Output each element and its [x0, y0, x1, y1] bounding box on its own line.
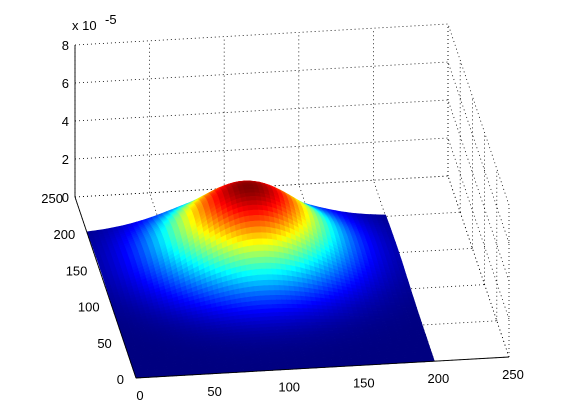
- surface-patch: [406, 292, 413, 296]
- z-tick-label: 4: [62, 114, 69, 129]
- z-exponent-label: x 10: [72, 18, 97, 33]
- grid-line-back-z: [74, 61, 449, 84]
- grid-line-side-z: [447, 23, 510, 206]
- y-tick-label: 150: [66, 263, 88, 278]
- grid-line-side-z: [447, 175, 510, 358]
- surface-patch: [408, 299, 416, 304]
- x-tick-label: 50: [207, 384, 221, 399]
- y-axis-line: [74, 196, 137, 379]
- surface-patch: [404, 286, 412, 291]
- x-tick-label: 100: [278, 380, 300, 395]
- y-tick-label: 50: [97, 336, 111, 351]
- surface-patch: [403, 284, 411, 288]
- x-tick-label: 200: [428, 371, 450, 386]
- y-tick-label: 0: [117, 372, 124, 387]
- surface-patch: [407, 294, 414, 298]
- surface-layer: [86, 180, 435, 379]
- grid-line-back-z: [74, 23, 449, 46]
- x-tick-label: 0: [136, 388, 143, 403]
- grid-line-side-z: [447, 137, 510, 320]
- grid-line-back-z: [74, 99, 449, 122]
- grid-line-side-z: [447, 61, 510, 244]
- z-tick-label: 6: [62, 76, 69, 91]
- y-tick-label: 200: [53, 227, 75, 242]
- x-tick-label: 150: [353, 375, 375, 390]
- z-tick-label: 2: [62, 152, 69, 167]
- surface-patch: [405, 289, 413, 293]
- surface-patch: [407, 297, 415, 301]
- z-tick-label: 0: [62, 190, 69, 205]
- grid-line-side-z: [447, 99, 510, 282]
- surface-patch: [402, 281, 410, 286]
- axis-layer: [74, 45, 510, 379]
- x-tick-label: 250: [502, 367, 524, 382]
- surface-patch: [409, 302, 417, 306]
- y-tick-label: 100: [78, 300, 100, 315]
- x-axis-line: [135, 356, 510, 379]
- z-exponent-power: -5: [105, 12, 117, 27]
- grid-layer: [74, 23, 510, 379]
- y-tick-label: 250: [41, 191, 63, 206]
- grid-line-back-z: [74, 137, 449, 160]
- z-tick-label: 8: [62, 38, 69, 53]
